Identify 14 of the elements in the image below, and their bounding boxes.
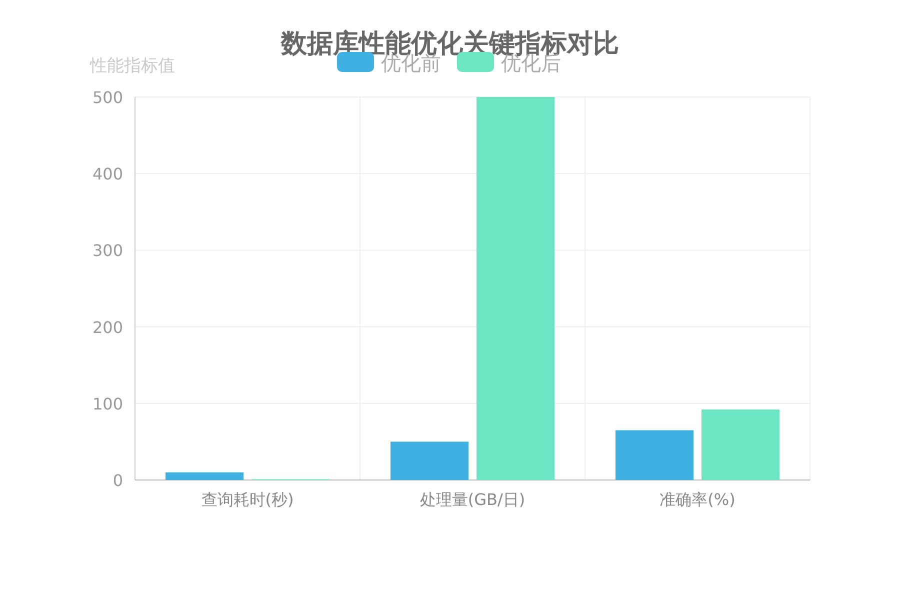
y-tick-label: 100 — [92, 394, 123, 414]
x-tick-label: 准确率(%) — [660, 490, 736, 509]
bar — [390, 442, 468, 480]
y-tick-label: 500 — [92, 88, 123, 107]
x-tick-label: 查询耗时(秒) — [201, 490, 294, 509]
y-tick-label: 200 — [92, 318, 123, 337]
bar — [476, 97, 554, 480]
x-tick-label: 处理量(GB/日) — [420, 490, 526, 509]
y-tick-label: 400 — [92, 164, 123, 184]
bar — [702, 410, 780, 480]
bar — [616, 430, 694, 480]
bar — [166, 472, 244, 480]
y-tick-label: 300 — [92, 241, 123, 260]
y-tick-label: 0 — [112, 471, 123, 490]
